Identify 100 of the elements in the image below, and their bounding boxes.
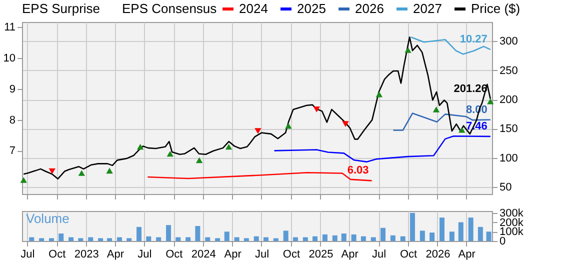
point bbox=[20, 177, 27, 183]
legend-label: 2027 bbox=[413, 1, 442, 16]
bar bbox=[332, 235, 338, 241]
bar bbox=[166, 225, 172, 241]
bar bbox=[283, 230, 288, 241]
y2-tick-label: 300 bbox=[500, 36, 518, 48]
x-tick-label: 2024 bbox=[191, 248, 216, 260]
y2-tick-label: 200 bbox=[500, 94, 518, 106]
bar bbox=[478, 226, 483, 241]
x-tick-label: Jul bbox=[254, 248, 270, 260]
y-tick-label: 100k bbox=[500, 226, 524, 238]
legend-label: 2025 bbox=[297, 1, 326, 16]
line-series bbox=[392, 112, 492, 131]
bar bbox=[98, 238, 104, 241]
bar bbox=[458, 222, 464, 241]
x-tick-label: Jul bbox=[138, 248, 152, 260]
bar bbox=[430, 232, 435, 241]
bar bbox=[263, 237, 268, 241]
bar bbox=[116, 237, 122, 241]
x-tick-label: Apr bbox=[341, 248, 359, 260]
y-tick-label: 9 bbox=[9, 83, 16, 96]
y-tick-label: 0 bbox=[500, 236, 506, 248]
bar bbox=[29, 237, 34, 241]
legend-label: 2026 bbox=[355, 1, 384, 16]
bar bbox=[341, 234, 346, 241]
chart-title: Volume bbox=[26, 211, 70, 226]
bar bbox=[58, 234, 64, 241]
bar bbox=[273, 238, 278, 241]
bar bbox=[68, 237, 74, 241]
point bbox=[376, 91, 383, 98]
point bbox=[432, 106, 440, 112]
bar bbox=[449, 232, 454, 241]
bar bbox=[244, 238, 249, 241]
y-tick-label: 11 bbox=[4, 21, 16, 34]
y-tick-label: 8 bbox=[9, 114, 16, 126]
bar bbox=[48, 238, 54, 241]
line-series bbox=[147, 172, 372, 182]
bar bbox=[312, 236, 318, 241]
line-series bbox=[274, 136, 492, 162]
bar bbox=[302, 237, 308, 241]
y2-tick-label: 250 bbox=[500, 64, 518, 77]
x-tick-label: Oct bbox=[166, 248, 183, 260]
point bbox=[106, 168, 113, 174]
y-tick-label: 10 bbox=[3, 52, 16, 64]
bar bbox=[146, 236, 152, 241]
bar bbox=[400, 236, 406, 241]
x-tick-label: Apr bbox=[106, 248, 124, 260]
bar bbox=[360, 236, 366, 241]
bar bbox=[195, 226, 200, 241]
bar bbox=[39, 238, 44, 241]
data-label: 10.27 bbox=[460, 34, 488, 46]
legend-label: 2024 bbox=[239, 1, 268, 16]
bar bbox=[410, 212, 415, 241]
bar bbox=[205, 237, 210, 241]
bar bbox=[322, 234, 328, 241]
point bbox=[254, 128, 262, 134]
legend-title: EPS Consensus bbox=[122, 1, 218, 16]
x-tick-label: Oct bbox=[400, 248, 418, 260]
line-series bbox=[410, 36, 492, 55]
point bbox=[487, 98, 494, 104]
x-tick-label: Apr bbox=[458, 248, 476, 260]
bar bbox=[292, 237, 298, 241]
point bbox=[78, 170, 85, 176]
x-tick-label: 2026 bbox=[426, 248, 450, 260]
point bbox=[166, 150, 174, 157]
bar bbox=[370, 237, 376, 241]
data-label: 6.03 bbox=[347, 164, 369, 177]
bar bbox=[176, 237, 181, 241]
bar bbox=[486, 232, 492, 241]
y2-tick-label: 50 bbox=[500, 182, 512, 194]
text: EPS Surprise bbox=[22, 1, 100, 16]
point bbox=[404, 47, 412, 53]
x-tick-label: Jul bbox=[372, 248, 386, 260]
legend-label: Price ($) bbox=[471, 1, 520, 16]
bar bbox=[254, 236, 259, 241]
point bbox=[48, 168, 56, 174]
bar bbox=[234, 237, 240, 241]
bar bbox=[224, 232, 230, 241]
bar bbox=[107, 238, 112, 241]
bar bbox=[390, 235, 396, 241]
y2-tick-label: 150 bbox=[500, 123, 518, 136]
y-tick-label: 7 bbox=[9, 145, 16, 158]
x-tick-label: Jul bbox=[20, 248, 35, 260]
point bbox=[225, 144, 232, 150]
bar bbox=[186, 237, 191, 241]
point bbox=[342, 121, 349, 127]
bar bbox=[351, 234, 356, 241]
bar bbox=[439, 218, 444, 241]
bar bbox=[420, 230, 425, 241]
point bbox=[313, 106, 320, 112]
x-tick-label: 2023 bbox=[74, 248, 99, 260]
bar bbox=[215, 238, 220, 241]
x-tick-label: Oct bbox=[48, 248, 66, 260]
x-tick-label: Apr bbox=[224, 248, 242, 260]
y2-tick-label: 100 bbox=[500, 152, 518, 164]
x-tick-label: 2025 bbox=[308, 248, 334, 260]
bar bbox=[380, 228, 386, 241]
point bbox=[136, 144, 144, 150]
bar bbox=[136, 226, 142, 241]
x-tick-label: Oct bbox=[282, 248, 300, 260]
